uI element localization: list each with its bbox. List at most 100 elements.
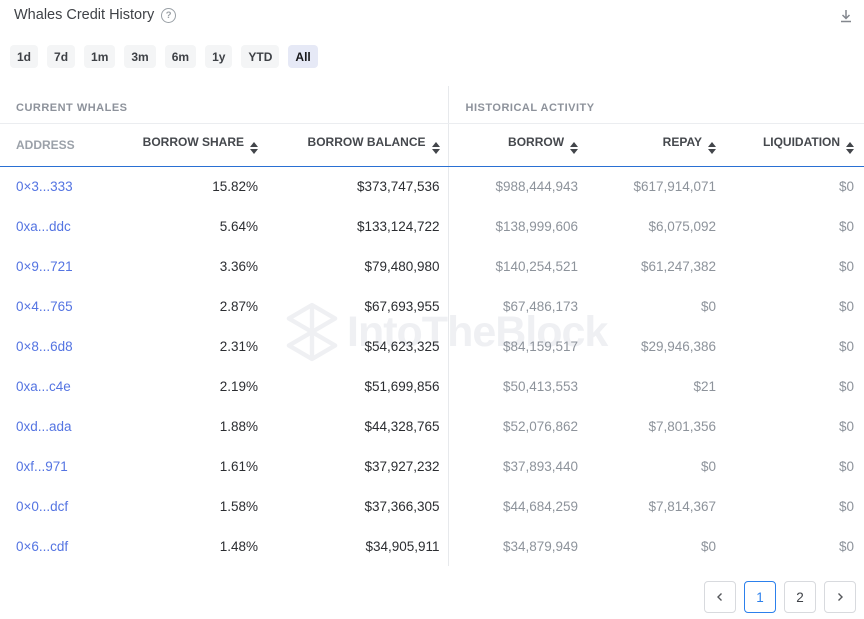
address-link[interactable]: 0×9...721: [16, 258, 73, 274]
time-filter-1d[interactable]: 1d: [10, 45, 39, 68]
table-row: 0xd...ada 1.88% $44,328,765 $52,076,862 $7,8…: [0, 406, 864, 446]
address-link[interactable]: 0xf...971: [16, 458, 68, 474]
liquidation-cell: $0: [839, 258, 855, 274]
table-row: 0×0...dcf 1.58% $37,366,305 $44,684,259 $7,8…: [0, 486, 864, 526]
help-icon[interactable]: ?: [161, 7, 177, 23]
page-button-1[interactable]: 1: [744, 581, 776, 613]
address-cell: 0×3...333: [0, 166, 140, 206]
column-header-borrow-share[interactable]: BORROW SHARE: [140, 123, 258, 167]
repay-cell: $21: [693, 378, 717, 394]
address-link[interactable]: 0×8...6d8: [16, 338, 73, 354]
address-cell: 0×9...721: [0, 246, 140, 286]
time-filter-1y[interactable]: 1y: [205, 45, 233, 68]
time-filter-6m[interactable]: 6m: [164, 45, 197, 68]
prev-page-button[interactable]: [704, 581, 736, 613]
borrow-balance-cell: $37,927,232: [364, 458, 440, 474]
repay-cell: $0: [701, 538, 717, 554]
table-row: 0×3...333 15.82% $373,747,536 $988,444,943 $…: [0, 166, 864, 206]
sort-icon: [250, 141, 258, 155]
address-cell: 0xf...971: [0, 446, 140, 486]
table-row: 0xa...c4e 2.19% $51,699,856 $50,413,553 $21 $…: [0, 366, 864, 406]
column-header-borrow[interactable]: BORROW: [447, 123, 579, 167]
borrow-balance-cell: $79,480,980: [364, 258, 440, 274]
column-header-label: BORROW BALANCE: [307, 134, 426, 149]
column-header-label: ADDRESS: [16, 137, 75, 152]
table-row: 0×8...6d8 2.31% $54,623,325 $84,159,517 $29,…: [0, 326, 864, 366]
next-page-button[interactable]: [824, 581, 856, 613]
address-link[interactable]: 0×0...dcf: [16, 498, 69, 514]
repay-cell: $29,946,386: [640, 338, 717, 354]
borrow-cell: $37,893,440: [447, 446, 579, 486]
borrow-balance-cell: $54,623,325: [364, 338, 440, 354]
column-header-repay[interactable]: REPAY: [578, 123, 717, 167]
repay-cell: $0: [701, 298, 717, 314]
page-button-2[interactable]: 2: [784, 581, 816, 613]
sort-icon: [846, 141, 855, 155]
borrow-balance-cell: $37,366,305: [364, 498, 440, 514]
column-header-borrow-balance[interactable]: BORROW BALANCE: [258, 123, 449, 167]
time-filter-3m[interactable]: 3m: [124, 45, 156, 68]
address-cell: 0xa...ddc: [0, 206, 140, 246]
sort-icon: [570, 141, 579, 155]
liquidation-cell: $0: [839, 458, 855, 474]
column-header-row: ADDRESS BORROW SHARE BORROW BALANCE BORROW R…: [0, 123, 864, 167]
group-header-historical-activity: HISTORICAL ACTIVITY: [447, 86, 864, 124]
group-header-row: CURRENT WHALES HISTORICAL ACTIVITY: [0, 86, 864, 124]
time-filter-all[interactable]: All: [288, 45, 318, 68]
address-link[interactable]: 0xd...ada: [16, 418, 72, 434]
address-link[interactable]: 0xa...ddc: [16, 218, 71, 234]
repay-cell: $0: [701, 458, 717, 474]
prev-page-icon: [717, 593, 722, 601]
borrow-share-cell: 3.36%: [219, 258, 258, 274]
whales-table: CURRENT WHALES HISTORICAL ACTIVITY ADDRE…: [0, 86, 864, 566]
borrow-cell: $84,159,517: [447, 326, 579, 366]
borrow-share-cell: 2.87%: [219, 298, 258, 314]
borrow-balance-cell: $373,747,536: [356, 178, 440, 194]
liquidation-cell: $0: [839, 498, 855, 514]
borrow-share-cell: 1.61%: [219, 458, 258, 474]
page-title: Whales Credit History: [14, 7, 155, 23]
repay-cell: $6,075,092: [648, 218, 717, 234]
borrow-balance-cell: $67,693,955: [364, 298, 440, 314]
borrow-balance-cell: $44,328,765: [364, 418, 440, 434]
time-filter-1m[interactable]: 1m: [84, 45, 116, 68]
liquidation-cell: $0: [839, 538, 855, 554]
borrow-share-cell: 1.58%: [219, 498, 258, 514]
sort-icon: [708, 141, 717, 155]
time-filter-ytd[interactable]: YTD: [241, 45, 280, 68]
table-row: 0xa...ddc 5.64% $133,124,722 $138,999,606 $6…: [0, 206, 864, 246]
address-cell: 0×4...765: [0, 286, 140, 326]
time-filter-7d[interactable]: 7d: [47, 45, 76, 68]
address-link[interactable]: 0×3...333: [16, 178, 73, 194]
address-link[interactable]: 0×4...765: [16, 298, 73, 314]
column-header-address: ADDRESS: [0, 123, 140, 167]
borrow-cell: $67,486,173: [447, 286, 579, 326]
borrow-cell: $988,444,943: [447, 166, 579, 206]
group-header-current-whales: CURRENT WHALES: [0, 86, 449, 124]
liquidation-cell: $0: [839, 378, 855, 394]
address-cell: 0×6...cdf: [0, 526, 140, 566]
borrow-cell: $140,254,521: [447, 246, 579, 286]
borrow-balance-cell: $34,905,911: [365, 538, 440, 554]
liquidation-cell: $0: [839, 178, 855, 194]
column-header-label: LIQUIDATION: [762, 134, 841, 149]
address-link[interactable]: 0xa...c4e: [16, 378, 71, 394]
address-link[interactable]: 0×6...cdf: [16, 538, 69, 554]
next-page-icon: [838, 593, 843, 601]
repay-cell: $617,914,071: [633, 178, 717, 194]
address-cell: 0xd...ada: [0, 406, 140, 446]
table-row: 0xf...971 1.61% $37,927,232 $37,893,440 $0 $0: [0, 446, 864, 486]
column-header-liquidation[interactable]: LIQUIDATION: [716, 123, 864, 167]
table-row: 0×4...765 2.87% $67,693,955 $67,486,173 $0 $0: [0, 286, 864, 326]
liquidation-cell: $0: [839, 218, 855, 234]
column-header-label: REPAY: [662, 134, 703, 149]
table-row: 0×9...721 3.36% $79,480,980 $140,254,521 $61…: [0, 246, 864, 286]
borrow-cell: $138,999,606: [447, 206, 579, 246]
repay-cell: $7,814,367: [648, 498, 717, 514]
borrow-share-cell: 2.31%: [219, 338, 258, 354]
download-button[interactable]: [836, 6, 856, 26]
borrow-share-cell: 1.88%: [219, 418, 258, 434]
liquidation-cell: $0: [839, 298, 855, 314]
borrow-cell: $52,076,862: [447, 406, 579, 446]
table-row: 0×6...cdf 1.48% $34,905,911 $34,879,949 $0 $0: [0, 526, 864, 566]
